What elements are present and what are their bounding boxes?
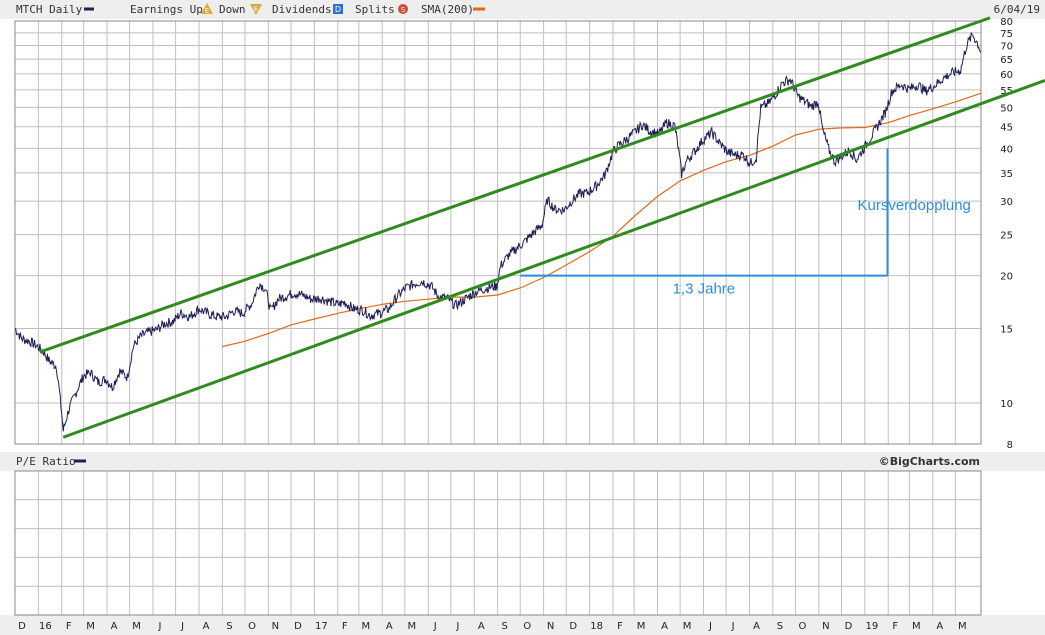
- y-tick-label: 70: [1000, 42, 1013, 53]
- sma-layer: [222, 92, 982, 348]
- x-tick-label: N: [547, 621, 554, 632]
- splits-icon-letter: S: [401, 6, 406, 14]
- x-tick-label: A: [111, 621, 118, 632]
- trendline-channel-bottom: [62, 102, 982, 439]
- earnings-down-icon: E: [250, 4, 262, 15]
- x-tick-label: S: [226, 621, 232, 632]
- annotation-label-doubling: Kursverdopplung: [857, 197, 970, 214]
- x-tick-label: 16: [39, 621, 52, 632]
- x-tick-label: O: [248, 621, 256, 632]
- y-tick-label: 40: [1000, 144, 1013, 155]
- x-tick-label: J: [731, 621, 735, 632]
- chart-legend: MTCH Daily Earnings Up E Down E Dividend…: [16, 3, 1040, 16]
- x-tick-label: A: [753, 621, 760, 632]
- earnings-up-icon-letter: E: [205, 7, 209, 15]
- y-tick-label: 30: [1000, 197, 1013, 208]
- x-tick-label: J: [158, 621, 162, 632]
- dividends-icon-letter: D: [335, 5, 341, 14]
- y-tick-label: 60: [1000, 70, 1013, 81]
- dividends-icon: D: [333, 4, 343, 14]
- legend-down: Down: [219, 3, 246, 16]
- series-sma-line: [222, 92, 982, 348]
- x-tick-label: O: [523, 621, 531, 632]
- earnings-up-icon: E: [201, 3, 213, 15]
- trendline-layer: [39, 16, 1045, 439]
- y-tick-label: 55: [1000, 86, 1013, 97]
- x-tick-label: S: [777, 621, 783, 632]
- lower-grid: [14, 471, 981, 615]
- x-tick-label: J: [708, 621, 712, 632]
- x-tick-label: D: [845, 621, 853, 632]
- x-tick-label: A: [203, 621, 210, 632]
- x-tick-label: A: [936, 621, 943, 632]
- main-panel-frame: [14, 20, 982, 445]
- x-tick-label: M: [132, 621, 141, 632]
- series-price-line: [14, 32, 982, 432]
- x-tick-label: F: [66, 621, 72, 632]
- x-tick-label: A: [661, 621, 668, 632]
- price-layer: [14, 32, 982, 432]
- legend-splits: Splits: [355, 3, 395, 16]
- x-tick-label: F: [892, 621, 898, 632]
- y-tick-label: 50: [1000, 103, 1013, 114]
- annotation-label-time-span: 1,3 Jahre: [673, 281, 736, 298]
- x-axis-bar: [0, 615, 1045, 635]
- lower-header-bar: [0, 452, 1045, 471]
- x-tick-label: A: [478, 621, 485, 632]
- legend-earnings: Earnings Up: [130, 3, 203, 16]
- legend-dividends: Dividends: [272, 3, 332, 16]
- x-tick-label: D: [18, 621, 26, 632]
- x-axis: D 16 F M A M J J A S O N D 17 F M A M J J A S O N D 18 F M A M J J A S O N D…: [18, 621, 967, 632]
- y-tick-label: 10: [1000, 399, 1013, 410]
- bigcharts-credit: ©BigCharts.com: [879, 455, 980, 468]
- earnings-down-icon-letter: E: [254, 5, 258, 13]
- y-tick-label: 45: [1000, 123, 1013, 134]
- lower-panel-frame: [14, 470, 982, 616]
- y-tick-label: 15: [1000, 325, 1013, 336]
- legend-sma: SMA(200): [421, 3, 474, 16]
- x-tick-label: D: [569, 621, 577, 632]
- x-tick-label: M: [86, 621, 95, 632]
- x-tick-label: J: [455, 621, 459, 632]
- trendline-channel-top: [39, 19, 982, 354]
- x-tick-label: M: [683, 621, 692, 632]
- y-tick-label: 8: [1007, 440, 1013, 451]
- annotation-layer: 1,3 Jahre Kursverdopplung: [520, 148, 971, 298]
- x-tick-label: J: [180, 621, 184, 632]
- x-tick-label: M: [912, 621, 921, 632]
- y-tick-label: 80: [1000, 17, 1013, 28]
- x-tick-label: F: [342, 621, 348, 632]
- pe-ratio-title: P/E Ratio: [16, 455, 76, 468]
- y-tick-label: 65: [1000, 55, 1013, 66]
- x-tick-label: 17: [315, 621, 328, 632]
- y-tick-label: 20: [1000, 272, 1013, 283]
- y-tick-label: 25: [1000, 231, 1013, 242]
- x-tick-label: S: [501, 621, 507, 632]
- x-tick-label: M: [958, 621, 967, 632]
- x-tick-label: N: [822, 621, 829, 632]
- x-tick-label: A: [386, 621, 393, 632]
- y-tick-label: 75: [1000, 29, 1013, 40]
- x-tick-label: D: [294, 621, 302, 632]
- x-tick-label: O: [799, 621, 807, 632]
- x-tick-label: F: [617, 621, 623, 632]
- header-date: 6/04/19: [994, 3, 1040, 16]
- y-tick-label: 35: [1000, 169, 1013, 180]
- x-tick-label: J: [433, 621, 437, 632]
- x-tick-label: M: [362, 621, 371, 632]
- x-tick-label: M: [408, 621, 417, 632]
- x-tick-label: N: [272, 621, 279, 632]
- x-tick-label: 19: [866, 621, 879, 632]
- legend-symbol: MTCH Daily: [16, 3, 83, 16]
- splits-icon: S: [398, 4, 408, 14]
- trendline-channel-top-extension: [980, 16, 991, 23]
- trendline-channel-bottom-extension: [980, 79, 1045, 106]
- x-tick-label: M: [637, 621, 646, 632]
- x-tick-label: 18: [590, 621, 603, 632]
